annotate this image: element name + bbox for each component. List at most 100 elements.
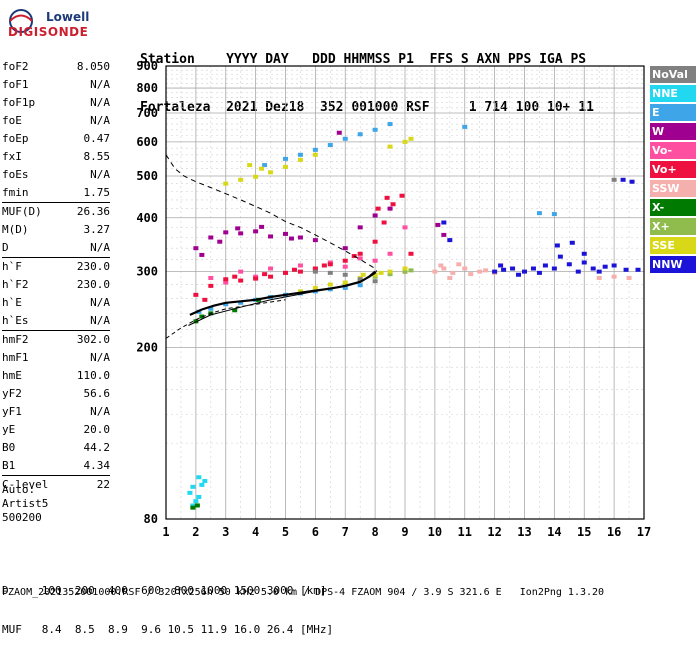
echo-point xyxy=(238,231,244,236)
param-row: yF2 56.6 xyxy=(2,385,110,403)
echo-point xyxy=(635,267,641,272)
echo-point xyxy=(342,280,348,285)
x-tick-label: 16 xyxy=(607,525,621,539)
echo-point xyxy=(387,144,393,149)
legend-item: SSE xyxy=(650,237,696,254)
echo-point xyxy=(536,270,542,275)
logo-digisonde-text: DIGISONDE xyxy=(8,25,89,39)
param-label: foEs xyxy=(2,168,29,181)
logo-globe-icon xyxy=(9,9,33,33)
echo-point xyxy=(590,266,596,271)
echo-point xyxy=(620,177,626,182)
param-label: hmE xyxy=(2,369,22,382)
echo-point xyxy=(312,152,318,157)
legend-item: Vo+ xyxy=(650,161,696,178)
echo-point xyxy=(247,163,253,168)
param-value: N/A xyxy=(90,405,110,418)
x-tick-label: 15 xyxy=(577,525,591,539)
echo-point xyxy=(327,270,333,275)
echo-point xyxy=(387,122,393,127)
echo-point xyxy=(510,266,516,271)
param-value: 8.55 xyxy=(83,150,111,163)
echo-point xyxy=(432,269,438,274)
param-row: foE N/A xyxy=(2,112,110,130)
echo-point xyxy=(462,266,468,271)
muf-row: MUF 8.4 8.5 8.9 9.6 10.5 11.9 16.0 26.4 … xyxy=(2,623,334,636)
param-label: foF1 xyxy=(2,78,29,91)
echo-point xyxy=(312,266,318,271)
echo-point xyxy=(259,166,265,171)
param-row: fmin 1.75 xyxy=(2,184,110,202)
param-row: yE 20.0 xyxy=(2,421,110,439)
echo-point xyxy=(291,267,297,272)
param-value: N/A xyxy=(90,241,110,254)
echo-point xyxy=(399,193,405,198)
echo-point xyxy=(187,490,193,495)
echo-point xyxy=(441,266,447,271)
echo-point xyxy=(611,263,617,268)
param-label: foF1p xyxy=(2,96,36,109)
param-value: 3.27 xyxy=(83,223,111,236)
echo-point xyxy=(253,276,259,281)
echo-point xyxy=(408,251,414,256)
echo-point xyxy=(223,280,229,285)
x-tick-label: 17 xyxy=(637,525,651,539)
param-value: 26.36 xyxy=(76,205,110,218)
echo-point xyxy=(441,220,447,225)
param-label: foE xyxy=(2,114,22,127)
distance-row: D 100 200 400 600 800 1000 1500 3000 [km… xyxy=(2,584,327,597)
param-label: yE xyxy=(2,423,16,436)
param-label: foEp xyxy=(2,132,29,145)
y-tick-label: 600 xyxy=(136,135,158,149)
file-info-footer: FZAOM_2021352001000.RSF / 320fx256h 50 k… xyxy=(2,587,605,598)
echo-point xyxy=(217,239,223,244)
param-row: h`E N/A xyxy=(2,294,110,312)
echo-point xyxy=(477,269,483,274)
echo-point xyxy=(516,272,522,277)
legend-item: Vo- xyxy=(650,142,696,159)
echo-point xyxy=(450,270,456,275)
param-row: foEp 0.47 xyxy=(2,130,110,148)
echo-point xyxy=(238,269,244,274)
param-value: 110.0 xyxy=(76,369,110,382)
param-value: N/A xyxy=(90,296,110,309)
echo-point xyxy=(492,269,498,274)
echo-point xyxy=(232,274,238,279)
echo-point xyxy=(193,292,199,297)
echo-point xyxy=(530,266,536,271)
echo-point xyxy=(321,263,327,268)
param-value: N/A xyxy=(90,78,110,91)
echo-point xyxy=(336,130,342,135)
param-label: h`Es xyxy=(2,314,29,327)
x-tick-label: 7 xyxy=(342,525,349,539)
param-label: B1 xyxy=(2,459,16,472)
ionogram-plot: 1 2 3 4 5 6 7 8 9 10 11 12 13 14 15 16 17802003004005006… xyxy=(136,59,651,539)
echo-point xyxy=(372,279,378,284)
param-label: yF2 xyxy=(2,387,22,400)
x-tick-label: 1 xyxy=(162,525,169,539)
echo-point xyxy=(483,268,489,273)
echo-point xyxy=(312,269,318,274)
echo-point xyxy=(596,269,602,274)
echo-point xyxy=(199,252,205,257)
echo-point xyxy=(596,275,602,280)
param-label: fxI xyxy=(2,150,22,163)
param-value: 56.6 xyxy=(83,387,111,400)
echo-point xyxy=(208,306,214,311)
echo-point xyxy=(193,246,199,251)
x-tick-label: 12 xyxy=(487,525,501,539)
y-tick-label: 80 xyxy=(144,512,158,526)
y-tick-label: 300 xyxy=(136,265,158,279)
echo-point xyxy=(297,235,303,240)
echo-point xyxy=(342,285,348,290)
echo-point xyxy=(357,132,363,137)
echo-point xyxy=(441,232,447,237)
echo-point xyxy=(522,269,527,274)
param-label: MUF(D) xyxy=(2,205,42,218)
param-value: 20.0 xyxy=(83,423,111,436)
echo-point xyxy=(268,274,274,279)
param-row: foF1 N/A xyxy=(2,76,110,94)
echo-point xyxy=(581,260,587,265)
param-label: h`F xyxy=(2,260,22,273)
echo-point xyxy=(238,177,244,182)
